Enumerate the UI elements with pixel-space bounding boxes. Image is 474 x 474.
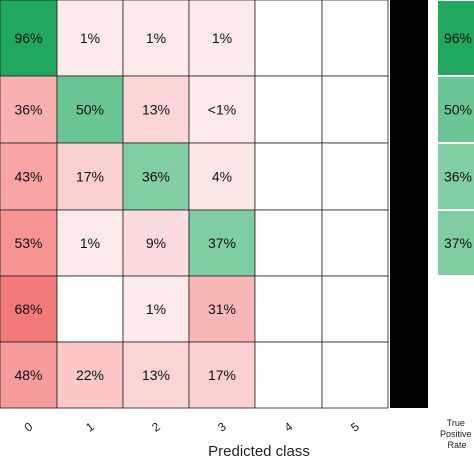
tpr-cell-r2: [438, 144, 474, 209]
cell-r0-c3: [188, 0, 256, 77]
separator-bar: [390, 0, 428, 408]
x-tick-3: 3: [215, 419, 229, 434]
cell-label-r1-c1: 50%: [76, 102, 104, 118]
cell-label-r2-c3: 4%: [212, 169, 232, 185]
cell-label-r5-c0: 48%: [14, 367, 42, 383]
cell-label-r5-c1: 22%: [76, 367, 104, 383]
cell-label-r0-c3: 1%: [212, 30, 232, 46]
cell-r5-c1: [56, 341, 124, 409]
cell-r1-c5: [321, 75, 389, 144]
cell-label-r5-c3: 17%: [208, 367, 236, 383]
cell-r1-c3: [188, 75, 256, 144]
cell-label-r0-c0: 96%: [14, 30, 42, 46]
cell-label-r3-c1: 1%: [80, 235, 100, 251]
cell-r2-c3: [188, 142, 256, 211]
cell-label-r2-c2: 36%: [142, 169, 170, 185]
cell-r5-c5: [321, 341, 389, 409]
cell-label-r2-c0: 43%: [14, 169, 42, 185]
cell-r4-c1: [56, 275, 124, 343]
cell-r2-c2: [122, 142, 190, 211]
tpr-label-r3: 37%: [444, 235, 472, 251]
x-axis-title: Predicted class: [208, 443, 310, 460]
x-tick-1: 1: [83, 419, 97, 434]
cell-label-r4-c2: 1%: [146, 301, 166, 317]
cell-r1-c2: [122, 75, 190, 144]
cell-r1-c4: [254, 75, 323, 144]
tpr-label-r1: 50%: [444, 102, 472, 118]
x-tick-0: 0: [22, 419, 36, 434]
x-tick-5: 5: [348, 419, 362, 434]
tpr-cell-r5: [438, 343, 474, 407]
cell-r2-c5: [321, 142, 389, 211]
cell-r5-c4: [254, 341, 323, 409]
side-label: True Positive Rate: [440, 418, 474, 450]
cell-r4-c0: [0, 275, 58, 343]
cell-r3-c4: [254, 209, 323, 277]
cell-r3-c5: [321, 209, 389, 277]
cell-label-r1-c0: 36%: [14, 102, 42, 118]
cell-label-r1-c2: 13%: [142, 102, 170, 118]
cell-r3-c1: [56, 209, 124, 277]
cell-label-r4-c0: 68%: [14, 301, 42, 317]
cell-r0-c4: [254, 0, 323, 77]
tpr-label-r0: 96%: [444, 30, 472, 46]
true-positive-rate-column: 96% 50% 36% 37%: [438, 1, 474, 407]
cell-r3-c3: [188, 209, 256, 277]
tpr-cell-r4: [438, 277, 474, 341]
cell-r4-c4: [254, 275, 323, 343]
cell-label-r3-c0: 53%: [14, 235, 42, 251]
x-tick-2: 2: [149, 419, 163, 434]
cell-label-r5-c2: 13%: [142, 367, 170, 383]
cell-label-r3-c2: 9%: [146, 235, 166, 251]
tpr-cell-r3: [438, 211, 474, 275]
cell-label-r0-c2: 1%: [146, 30, 166, 46]
cell-r5-c2: [122, 341, 190, 409]
cell-r4-c5: [321, 275, 389, 343]
cell-r3-c0: [0, 209, 58, 277]
cell-r4-c2: [122, 275, 190, 343]
x-tick-labels: 0 1 2 3 4 5: [22, 419, 362, 434]
cell-r1-c0: [0, 75, 58, 144]
cell-r5-c0: [0, 341, 58, 409]
cell-r2-c4: [254, 142, 323, 211]
cell-label-r3-c3: 37%: [208, 235, 236, 251]
cell-r5-c3: [188, 341, 256, 409]
cell-r0-c5: [321, 0, 389, 77]
cell-label-r1-c3: <1%: [208, 102, 236, 118]
x-tick-4: 4: [282, 419, 296, 434]
cell-label-r0-c1: 1%: [80, 30, 100, 46]
tpr-label-r2: 36%: [444, 169, 472, 185]
tpr-cell-r0: [438, 1, 474, 75]
tpr-cell-r1: [438, 77, 474, 142]
cell-label-r2-c1: 17%: [76, 169, 104, 185]
cell-label-r4-c3: 31%: [208, 301, 236, 317]
matrix-cells: 96% 1% 1% 1% 36% 50% 13% <1% 43% 17% 36% 4% 53% 1% 9% 3…: [0, 0, 389, 409]
cell-r0-c1: [56, 0, 124, 77]
cell-r1-c1: [56, 75, 124, 144]
cell-r3-c2: [122, 209, 190, 277]
cell-r4-c3: [188, 275, 256, 343]
